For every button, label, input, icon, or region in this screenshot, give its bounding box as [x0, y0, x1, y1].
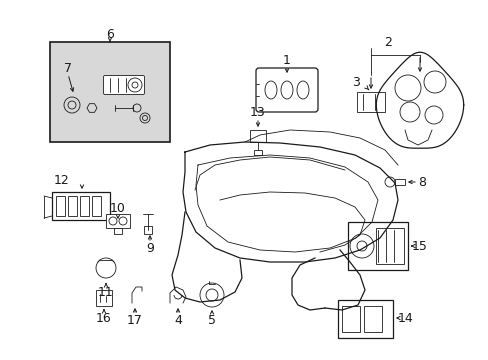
- Bar: [68, 196, 77, 216]
- Bar: [253, 150, 262, 155]
- Bar: [50, 42, 170, 142]
- Text: 10: 10: [110, 202, 126, 215]
- Text: 3: 3: [351, 76, 359, 89]
- Text: 1: 1: [283, 54, 290, 67]
- Bar: [341, 306, 359, 332]
- Bar: [92, 196, 101, 216]
- Bar: [375, 228, 403, 264]
- FancyBboxPatch shape: [256, 68, 317, 112]
- Bar: [56, 196, 65, 216]
- Text: 7: 7: [64, 62, 72, 75]
- Text: 9: 9: [146, 242, 154, 255]
- Text: 11: 11: [98, 285, 114, 298]
- Bar: [249, 130, 265, 142]
- Bar: [96, 290, 112, 306]
- Text: 17: 17: [127, 314, 142, 327]
- Bar: [363, 306, 381, 332]
- Bar: [80, 196, 89, 216]
- Bar: [106, 214, 130, 228]
- Bar: [52, 192, 110, 220]
- Bar: [347, 222, 407, 270]
- Text: 13: 13: [250, 105, 265, 118]
- Text: 4: 4: [174, 314, 182, 327]
- Text: 16: 16: [96, 311, 112, 324]
- Text: 14: 14: [397, 311, 413, 324]
- Bar: [394, 179, 404, 185]
- Bar: [114, 228, 122, 234]
- Text: 2: 2: [383, 36, 391, 49]
- Text: 6: 6: [106, 28, 114, 41]
- Bar: [337, 300, 392, 338]
- Bar: [356, 92, 384, 112]
- FancyBboxPatch shape: [103, 76, 144, 94]
- Text: 12: 12: [54, 174, 70, 186]
- Bar: [143, 226, 152, 234]
- Text: 8: 8: [417, 175, 425, 189]
- Text: 5: 5: [207, 314, 216, 327]
- Text: 15: 15: [411, 239, 427, 252]
